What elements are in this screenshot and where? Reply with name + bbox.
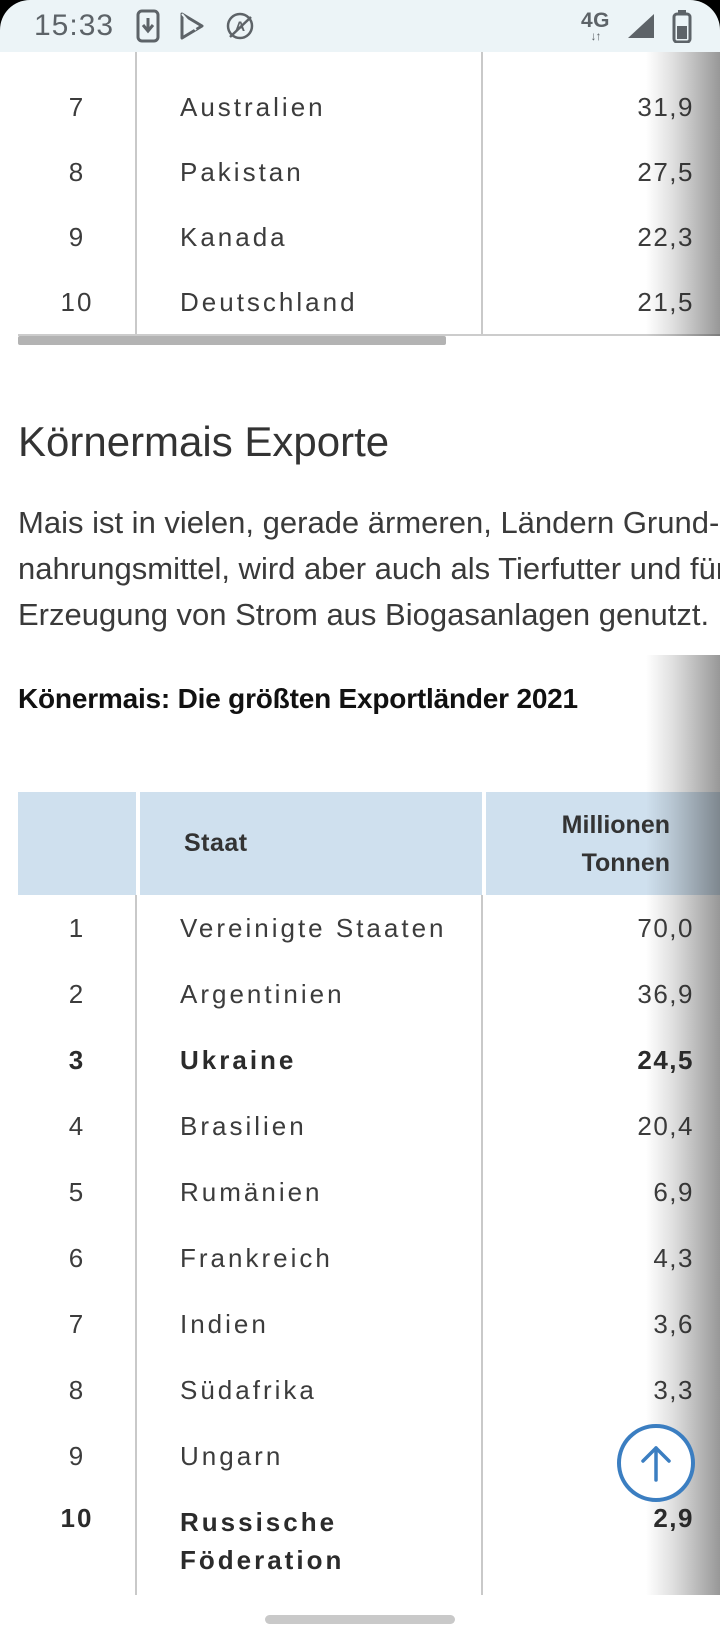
play-store-icon [178,11,206,41]
country-cell: Russische Föderation [180,1507,345,1575]
value-cell: 2,9 [653,1503,694,1533]
table-row: 6 Frankreich 4,3 [18,1225,720,1291]
rank-cell: 10 [60,1503,94,1533]
status-bar: 15:33 A [0,0,720,52]
country-cell: Ungarn [180,1440,284,1471]
table-body: 1 Vereinigte Staaten 70,0 2 Argentinien … [0,895,720,1593]
country-cell: Vereinigte Staaten [180,912,447,943]
rank-cell: 1 [68,912,86,943]
country-cell: Indien [180,1308,269,1339]
battery-icon [672,9,692,43]
table-row: 10 Deutschland 21,5 [18,270,720,335]
table-header-row: Staat Millionen Tonnen [18,792,720,895]
rank-cell: 8 [68,1374,86,1405]
top-table-scroll-area[interactable]: 7 Australien 31,9 8 Pakistan 27,5 9 Kana… [0,52,720,345]
horizontal-scrollbar-thumb[interactable] [18,336,446,345]
value-cell: 3,3 [653,1374,694,1405]
rank-cell: 10 [60,287,94,317]
country-cell: Brasilien [180,1110,307,1141]
country-cell: Frankreich [180,1242,333,1273]
value-cell: 31,9 [637,92,694,122]
translate-icon: A [224,10,256,42]
maize-table-scroll-area[interactable]: Könermais: Die größten Exportländer 2021… [0,655,720,1595]
table-row: 7 Australien 31,9 [18,75,720,140]
value-cell: 24,5 [637,1044,694,1075]
value-cell: 3,6 [653,1308,694,1339]
rank-cell: 4 [68,1110,86,1141]
paragraph-line: Erzeugung von Strom aus Biogasanlagen ge… [18,597,710,632]
paragraph-line: Mais ist in vielen, gerade ärmeren, Länd… [18,505,720,540]
rank-cell: 8 [68,157,86,187]
column-divider [481,52,483,334]
country-cell: Ukraine [180,1044,297,1075]
rank-cell: 3 [68,1044,86,1075]
table-row: 8 Südafrika 3,3 [18,1357,720,1423]
rank-cell: 2 [68,978,86,1009]
country-cell: Argentinien [180,978,345,1009]
rank-cell: 7 [68,1308,86,1339]
rank-cell: 9 [68,222,86,252]
country-cell: Deutschland [180,287,358,317]
value-cell: 36,9 [637,978,694,1009]
country-cell: Rumänien [180,1176,323,1207]
table-row: 2 Argentinien 36,9 [18,961,720,1027]
table-row: 10 Russische Föderation 2,9 [18,1489,720,1593]
rank-cell: 5 [68,1176,86,1207]
country-cell: Australien [180,92,326,122]
country-header-cell: Staat [136,792,482,895]
signal-strength-icon [626,12,656,40]
country-cell: Südafrika [180,1374,317,1405]
value-cell: 21,5 [637,287,694,317]
table-row: 7 Indien 3,6 [18,1291,720,1357]
network-type-indicator: 4G ↓↑ [580,9,610,43]
status-bar-background: 15:33 A [0,0,720,52]
value-cell: 20,4 [637,1110,694,1141]
gesture-navigation-pill[interactable] [265,1615,455,1624]
clock: 15:33 [34,9,115,42]
arrow-up-icon [635,1440,677,1486]
table-bottom-border [18,334,720,336]
value-cell: 22,3 [637,222,694,252]
country-cell: Kanada [180,222,288,252]
table-caption: Könermais: Die größten Exportländer 2021 [18,683,578,714]
column-divider [135,52,137,334]
rank-header-cell [18,792,136,895]
value-cell: 4,3 [653,1242,694,1273]
country-cell: Pakistan [180,157,304,187]
table-row: 8 Pakistan 27,5 [18,140,720,205]
table-row: 9 Ungarn [18,1423,720,1489]
download-notification-icon [136,9,160,43]
row-gap [0,52,720,75]
rank-cell: 6 [68,1242,86,1273]
column-divider [481,895,483,1595]
value-header-cell: Millionen Tonnen [482,792,720,895]
table-row: 4 Brasilien 20,4 [18,1093,720,1159]
paragraph-line: nahrungsmittel, wird aber auch als Tierf… [18,551,720,586]
value-cell: 6,9 [653,1176,694,1207]
value-cell: 27,5 [637,157,694,187]
value-cell: 70,0 [637,912,694,943]
rank-cell: 7 [68,92,86,122]
table-row: 5 Rumänien 6,9 [18,1159,720,1225]
intro-paragraph: Mais ist in vielen, gerade ärmeren, Länd… [18,500,720,638]
rank-cell: 9 [68,1440,86,1471]
page-title: Körnermais Exporte [18,418,390,465]
table-row: 1 Vereinigte Staaten 70,0 [18,895,720,961]
table-row: 9 Kanada 22,3 [18,205,720,270]
scroll-to-top-button[interactable] [617,1424,695,1502]
column-divider [135,895,137,1595]
table-row: 3 Ukraine 24,5 [18,1027,720,1093]
